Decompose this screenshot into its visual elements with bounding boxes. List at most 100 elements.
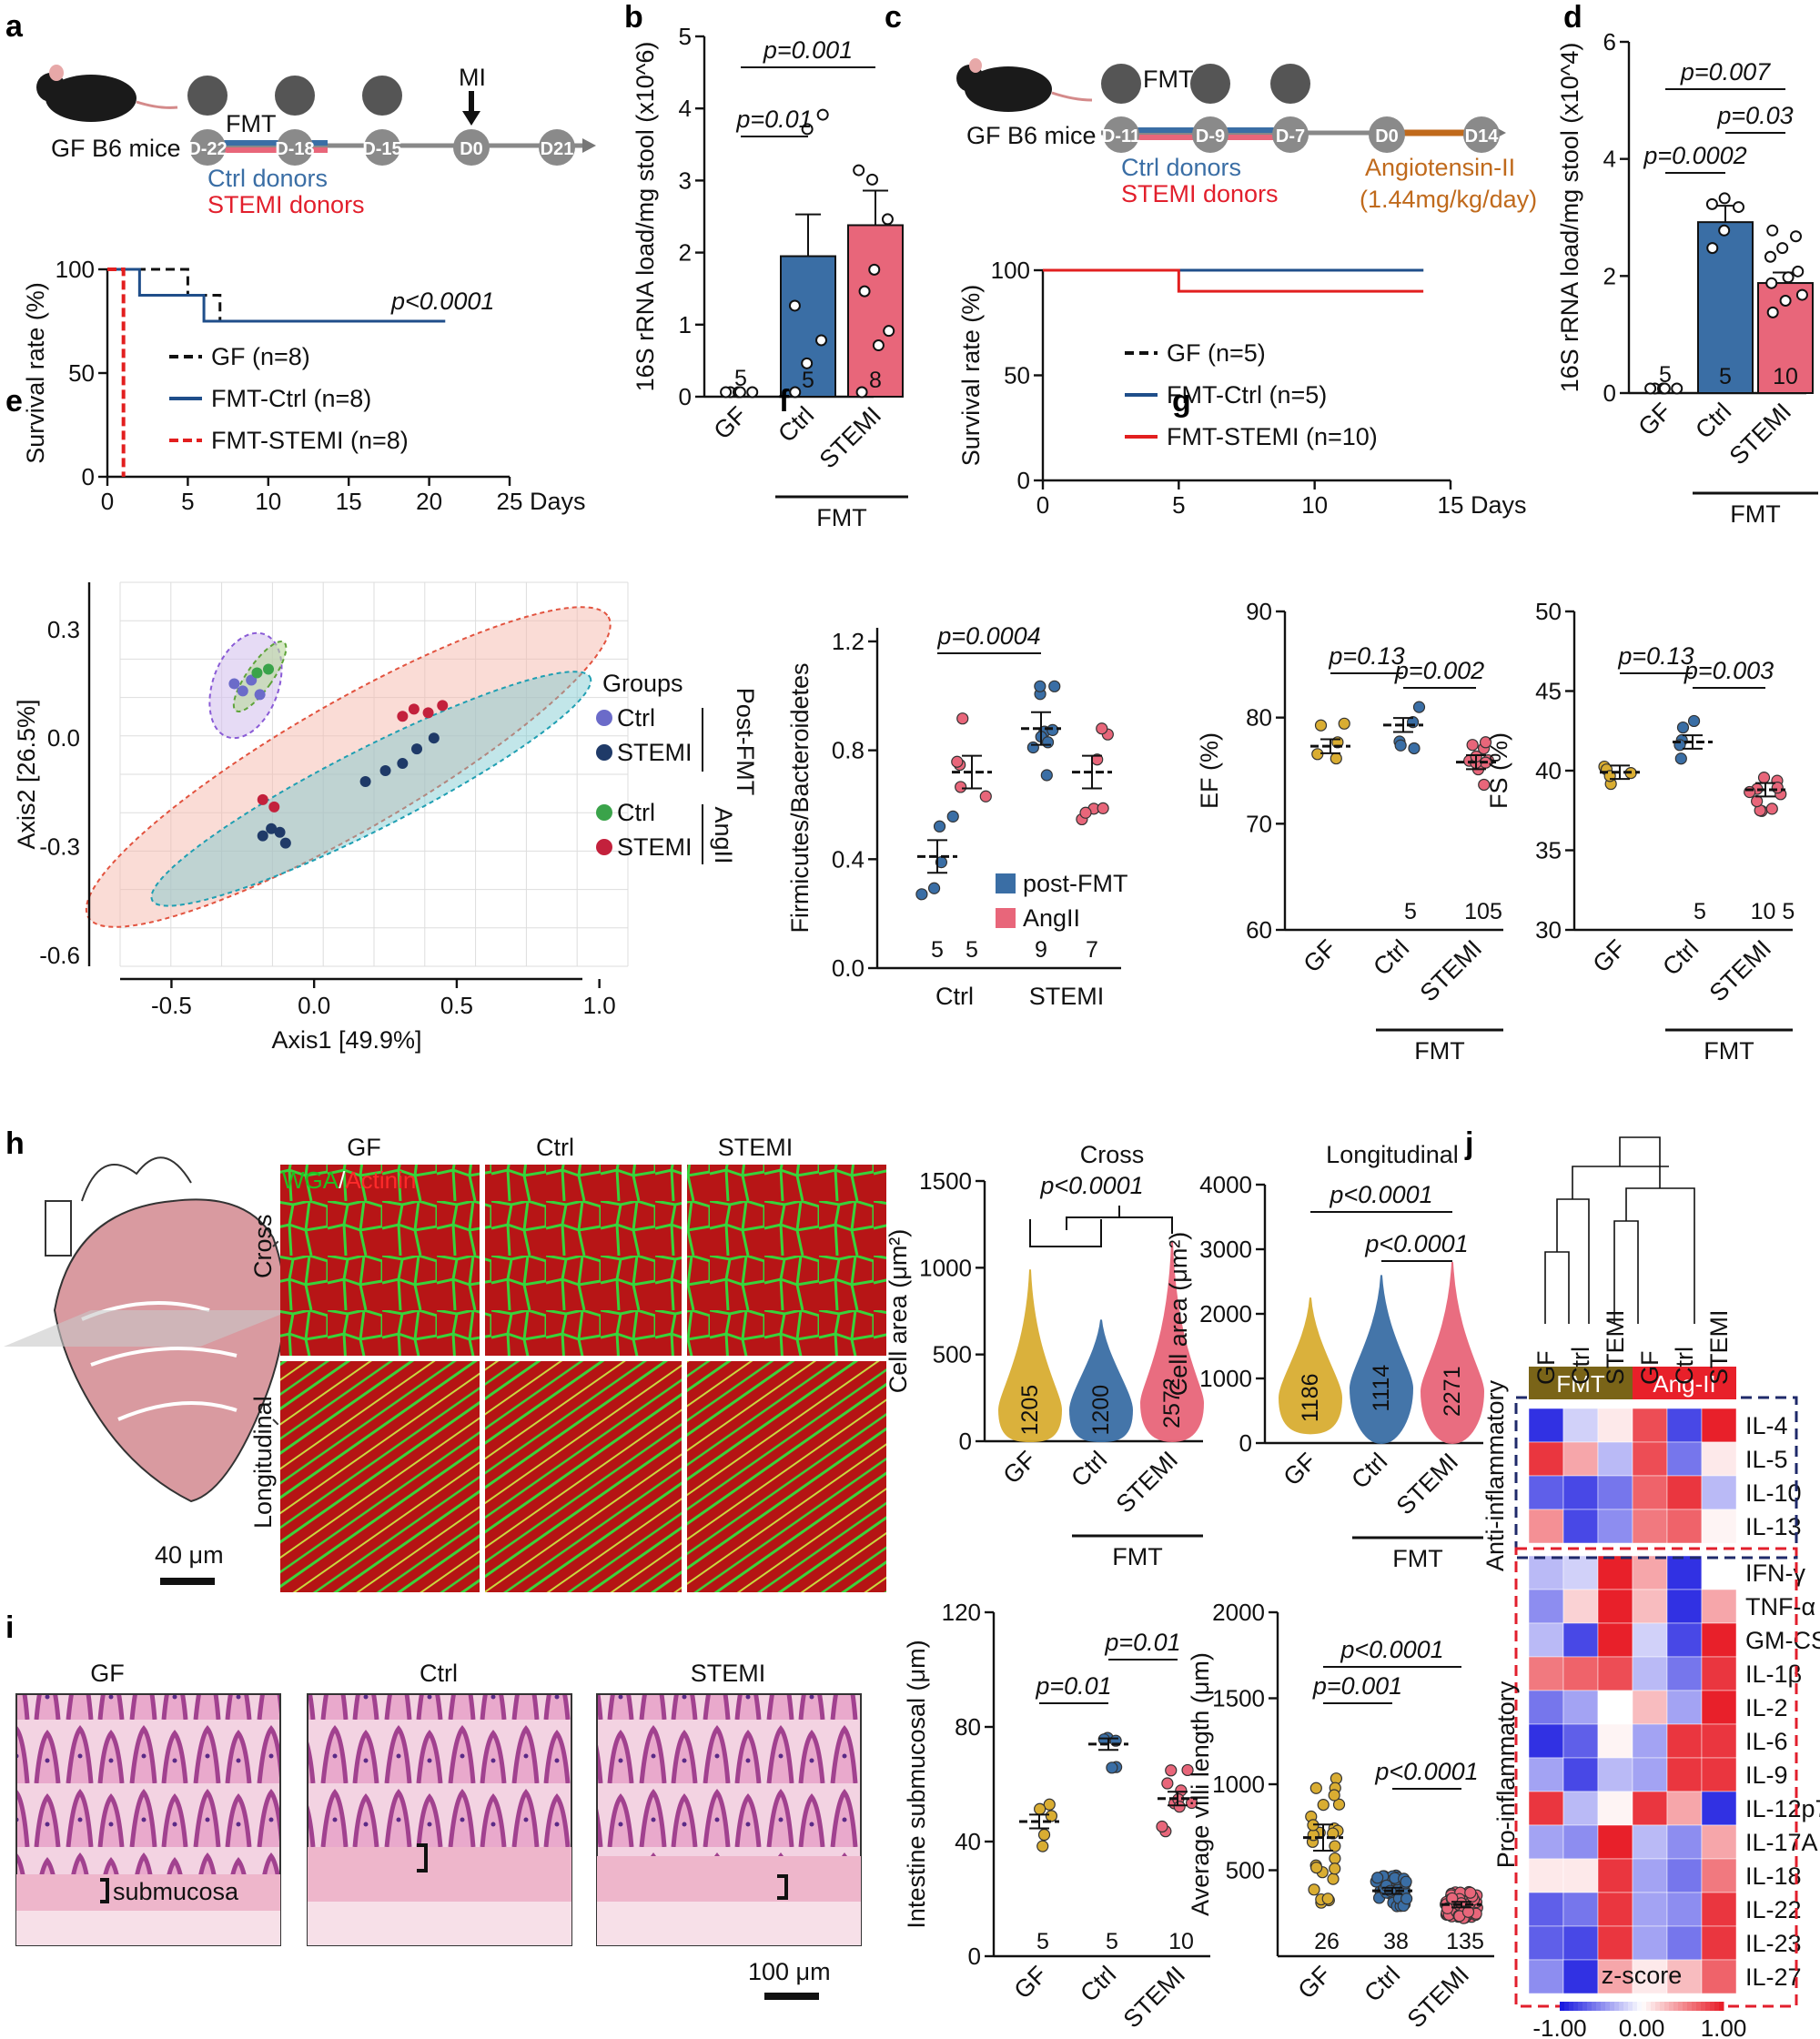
e-y-tick-label: 0.0 xyxy=(47,724,80,752)
e-legend-label: Ctrl xyxy=(617,799,655,826)
heatmap-cell xyxy=(1528,1509,1564,1544)
heatmap-cell xyxy=(1528,1791,1564,1826)
colorbar-segment xyxy=(1714,2002,1720,2011)
mouse-label-a: GF B6 mice xyxy=(51,135,181,162)
e-y-tick-label: 0.3 xyxy=(47,616,80,643)
panel-letter-e: e xyxy=(5,384,23,419)
heatmap-row-label: IL-17A xyxy=(1745,1829,1818,1856)
heatmap-cell xyxy=(1701,1408,1737,1443)
e-bracket-angii-label: AngII xyxy=(710,806,737,863)
heatmap-cell xyxy=(1597,1509,1633,1544)
heatmap-cell xyxy=(1528,1408,1564,1443)
pcoa-point xyxy=(251,667,263,679)
colorbar-segment xyxy=(1701,2002,1706,2011)
heatmap-cell xyxy=(1528,1555,1564,1590)
chart-i-sub-point xyxy=(1043,1798,1056,1811)
chart-i-villi-x-tick-label: STEMI xyxy=(1402,1961,1475,2034)
heatmap-col-label: Ctrl xyxy=(1671,1347,1698,1385)
heatmap-row-label: IL-13 xyxy=(1745,1513,1802,1540)
chart-b-point xyxy=(883,325,895,338)
ellipse-stemi-postfmt xyxy=(150,671,592,907)
heatmap-cell xyxy=(1701,1757,1737,1792)
chart-a-legend-label: GF (n=8) xyxy=(211,343,310,370)
chart-c-legend-label: FMT-Ctrl (n=5) xyxy=(1167,381,1327,409)
chart-b-x-tick-label: GF xyxy=(709,401,753,445)
f-n-label: 5 xyxy=(931,937,944,963)
chart-i-villi-point xyxy=(1310,1862,1323,1874)
chart-h-cross-y-tick-label: 0 xyxy=(959,1428,972,1455)
chart-b-pvalue-label: p=0.001 xyxy=(763,36,853,64)
chart-a-x-tick-label: 5 xyxy=(181,488,194,515)
micrograph-long-gf xyxy=(280,1361,482,1592)
heatmap-cell xyxy=(1632,1509,1668,1544)
heatmap-cell xyxy=(1632,1690,1668,1725)
day-marker xyxy=(1463,116,1500,153)
e-legend-swatch xyxy=(596,804,612,821)
donor-ctrl-a: Ctrl donors xyxy=(207,165,328,192)
chart-g-ef-point xyxy=(1478,778,1491,792)
e-legend-title: Groups xyxy=(602,670,683,697)
chart-c-legend-label: FMT-STEMI (n=10) xyxy=(1167,423,1378,450)
row-label-longitudinal: Longitudinal xyxy=(249,1396,277,1529)
chart-g-fs-y-tick-label: 30 xyxy=(1535,916,1562,944)
f-point xyxy=(915,888,928,901)
heatmap-cell xyxy=(1666,1475,1703,1510)
chart-d-y-tick-label: 0 xyxy=(1603,379,1616,407)
chart-g-fs-point xyxy=(1765,802,1778,815)
chart-h-long-n-label: 1186 xyxy=(1298,1373,1323,1422)
heatmap-cell xyxy=(1701,1959,1737,1994)
day-label: D-9 xyxy=(1196,126,1225,146)
heatmap-cell xyxy=(1701,1690,1737,1725)
fmt-label-c: FMT xyxy=(1143,66,1193,93)
heatmap-cell xyxy=(1597,1408,1633,1443)
chart-i-villi-y-tick-label: 2000 xyxy=(1212,1599,1265,1626)
heatmap-cell xyxy=(1597,1723,1633,1759)
col-group-fmt: FMT xyxy=(1556,1370,1605,1398)
violin-chart-cross: 0 500 1000 1500 Cell area (μm²) Cross 1205 GF 12… xyxy=(885,1141,1205,1570)
panel-b: b 0 1 2 3 4 5 16S rRNA load/mg stool (x10^6) 5 G… xyxy=(624,0,908,531)
colorbar-segment xyxy=(1664,2002,1670,2011)
chart-g-ef-x-tick-label: Ctrl xyxy=(1368,934,1414,981)
chart-g-ef-point xyxy=(1330,752,1342,765)
chart-d-point xyxy=(1718,224,1731,237)
heatmap-row-label: IL-27 xyxy=(1745,1963,1802,1991)
chart-i-sub-n-label: 10 xyxy=(1168,1929,1194,1954)
heatmap-col-label: STEMI xyxy=(1602,1309,1629,1385)
chart-i-sub-point xyxy=(1106,1761,1118,1774)
f-point xyxy=(1026,741,1039,754)
chart-i-villi-y-label: Average villi length (μm) xyxy=(1187,1652,1214,1916)
chart-i-villi-n-label: 135 xyxy=(1446,1929,1484,1954)
chart-c-x-tick-label: 15 xyxy=(1438,491,1464,519)
chart-g-fs-n-label: 5 xyxy=(1694,899,1706,924)
colorbar-segment xyxy=(1692,2002,1697,2011)
chart-i-sub-point xyxy=(1045,1810,1058,1822)
chart-d-y-label: 16S rRNA load/mg stool (x10^4) xyxy=(1556,43,1583,393)
pcoa-point xyxy=(397,711,409,722)
chart-g-fs-pvalue-label: p=0.003 xyxy=(1684,657,1774,684)
pcoa-point xyxy=(422,707,434,719)
chart-i-sub-x-tick-label: STEMI xyxy=(1118,1961,1191,2034)
chart-a-y-label: Survival rate (%) xyxy=(22,282,49,464)
e-legend-swatch xyxy=(596,839,612,855)
heatmap-cell xyxy=(1528,1892,1564,1927)
pcoa-point xyxy=(257,793,268,805)
chart-d-point xyxy=(1644,382,1657,395)
chart-i-villi-point xyxy=(1317,1799,1330,1812)
chart-d-x-tick-label: STEMI xyxy=(1724,398,1797,470)
heatmap-cell xyxy=(1666,1791,1703,1826)
chart-b-point xyxy=(858,285,871,298)
row-group-pro: Pro-inflammatory xyxy=(1492,1681,1520,1868)
chart-h-long-violin xyxy=(1349,1275,1414,1445)
cytokine-heatmap: IL-4IL-5IL-10IL-13IFN-γTNF-αGM-CSFIL-1βI… xyxy=(1481,1136,1820,2039)
colorbar-segment xyxy=(1673,2002,1679,2011)
heatmap-cell xyxy=(1632,1441,1668,1477)
pcoa-point xyxy=(408,703,420,715)
stain-sep: / xyxy=(339,1166,346,1194)
chart-i-villi-point xyxy=(1329,1862,1341,1875)
pcoa-chart-e: -0.5 0.0 0.5 1.0 0.3 0.0 -0.3 -0.6 Axis1 [49.9%]… xyxy=(13,581,759,1054)
chart-i-sub-point xyxy=(1156,1820,1168,1833)
f-pvalue-label: p=0.0004 xyxy=(936,622,1040,650)
micrograph-cross-stemi xyxy=(684,1165,886,1356)
day-marker xyxy=(277,129,313,166)
